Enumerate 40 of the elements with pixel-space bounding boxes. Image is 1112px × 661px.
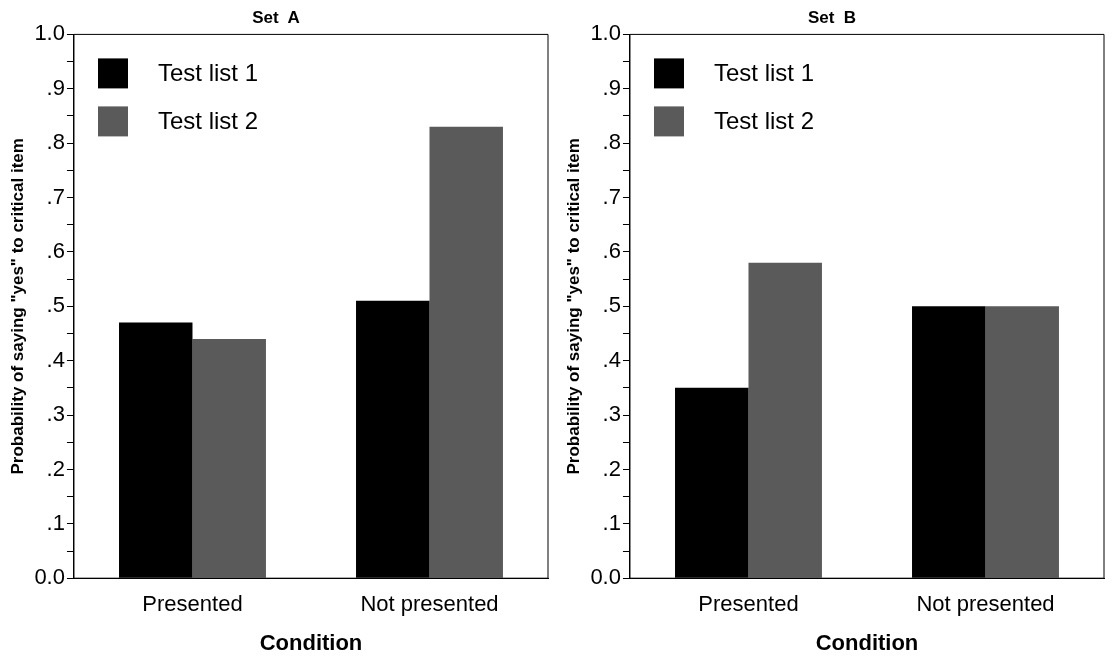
y-tick-label: .7 [602,183,621,209]
y-tick-label: 0.0 [34,564,65,590]
y-tick-label: .9 [602,74,621,100]
legend-label: Test list 2 [713,107,815,135]
y-tick-label: .3 [46,401,65,427]
y-tick-label: .4 [46,346,65,372]
y-tick-label: .7 [46,183,65,209]
y-tick-label: 0.0 [590,564,621,590]
y-tick-label: .5 [46,292,65,318]
bar [985,306,1059,578]
y-tick-label: 1.0 [590,20,621,46]
y-tick-label: 1.0 [34,20,65,46]
chart-title: Set B [807,7,857,27]
bar [748,262,822,578]
y-tick-label: .2 [602,455,621,481]
y-tick-label: .3 [602,401,621,427]
legend-label: Test list 1 [713,59,815,87]
chart-title: Set A [252,7,300,27]
y-tick-label: .1 [602,509,621,535]
y-tick-label: .5 [602,292,621,318]
legend-label: Test list 2 [157,107,259,135]
bar [429,126,503,578]
y-tick-label: .6 [46,237,65,263]
y-tick-label: .8 [602,129,621,155]
y-axis-title: Probability of saying "yes" to critical item [563,138,583,475]
y-tick-label: .2 [46,455,65,481]
x-axis-title: Condition [815,629,919,655]
y-tick-label: .9 [46,74,65,100]
y-tick-label: .4 [602,346,621,372]
y-tick-label: .1 [46,509,65,535]
y-tick-label: .8 [46,129,65,155]
x-tick-label: Presented [142,591,243,617]
x-tick-label: Presented [698,591,799,617]
y-axis-title: Probability of saying "yes" to critical item [7,138,27,475]
y-tick-label: .6 [602,237,621,263]
legend-label: Test list 1 [157,59,259,87]
bar [192,338,266,578]
x-axis-title: Condition [259,629,363,655]
x-tick-label: Not presented [916,591,1055,617]
x-tick-label: Not presented [360,591,499,617]
